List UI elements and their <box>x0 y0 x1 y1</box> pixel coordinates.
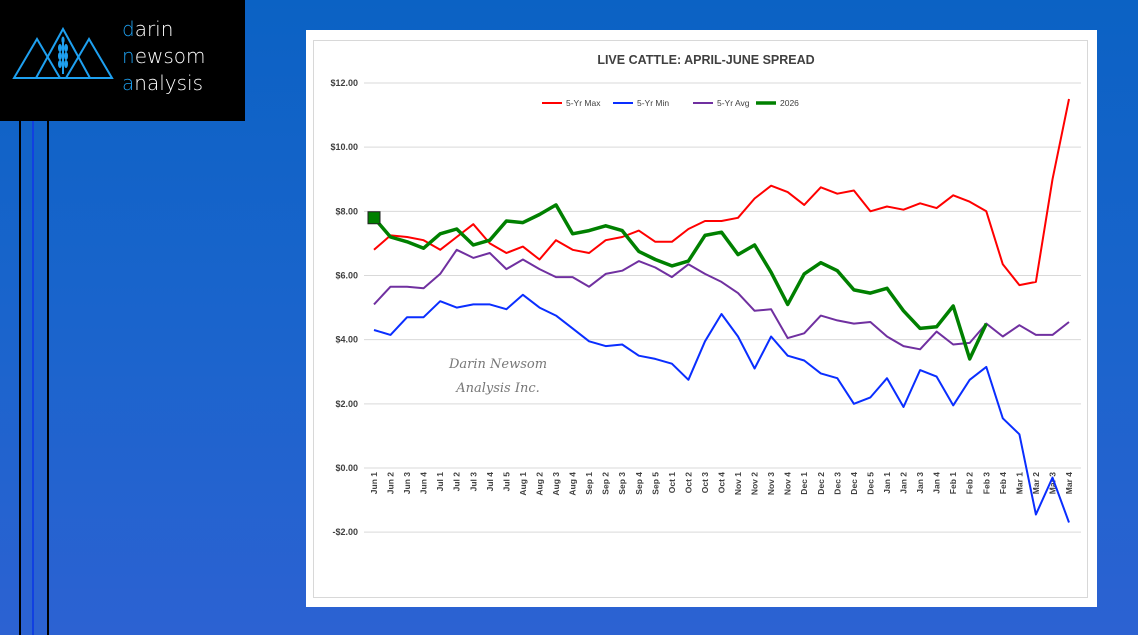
x-tick-label: Jun 4 <box>419 472 429 494</box>
legend-label: 5-Yr Max <box>566 98 601 108</box>
watermark-line: Analysis Inc. <box>455 381 540 396</box>
x-tick-label: Mar 3 <box>1047 472 1057 494</box>
x-tick-label: Sep 1 <box>584 472 594 495</box>
x-tick-label: Oct 2 <box>683 472 693 494</box>
y-tick-label: $6.00 <box>335 271 358 281</box>
logo-letter: n <box>122 44 135 68</box>
line-chart: LIVE CATTLE: APRIL-JUNE SPREAD -$2.00 $0.… <box>330 53 1081 537</box>
logo-text: ew <box>134 44 164 68</box>
x-tick-label: Nov 2 <box>750 472 760 495</box>
x-tick-label: Dec 2 <box>816 472 826 495</box>
x-tick-label: Jan 2 <box>899 472 909 494</box>
series-line-2026 <box>372 203 988 361</box>
legend-label: 5-Yr Avg <box>717 98 750 108</box>
x-tick-label: Jan 1 <box>882 472 892 494</box>
logo-text: nalysis <box>134 71 203 95</box>
series-line-5-yr-avg <box>373 248 1070 351</box>
x-tick-label: Aug 4 <box>568 472 578 496</box>
x-tick-label: Jul 5 <box>501 472 511 492</box>
x-tick-label: Oct 3 <box>700 472 710 494</box>
y-tick-label: $0.00 <box>335 463 358 473</box>
x-tick-label: Jul 2 <box>452 472 462 492</box>
y-tick-label: $10.00 <box>330 142 358 152</box>
x-tick-label: Sep 4 <box>634 472 644 495</box>
x-tick-label: Aug 2 <box>534 472 544 496</box>
x-tick-label: Feb 4 <box>998 472 1008 494</box>
x-tick-label: Feb 2 <box>965 472 975 494</box>
x-tick-label: Jun 1 <box>369 472 379 494</box>
series-line-5-yr-min <box>373 293 1070 523</box>
x-tick-label: Jul 3 <box>468 472 478 492</box>
x-tick-label: Oct 1 <box>667 472 677 494</box>
x-tick-label: Mar 4 <box>1064 472 1074 494</box>
series-line-5-yr-max <box>373 98 1070 287</box>
x-tick-label: Dec 3 <box>832 472 842 495</box>
chart-area <box>313 40 1088 598</box>
watermark-line: Darin Newsom <box>448 357 547 372</box>
company-logo: darin newsom analysis <box>0 0 245 121</box>
x-tick-label: Oct 4 <box>717 472 727 494</box>
x-tick-label: Jul 1 <box>435 472 445 492</box>
x-tick-label: Dec 4 <box>849 472 859 495</box>
x-tick-label: Jul 4 <box>485 472 495 492</box>
chart-card: LIVE CATTLE: APRIL-JUNE SPREAD -$2.00 $0.… <box>306 30 1097 607</box>
decorative-line <box>47 121 49 635</box>
x-tick-label: Nov 4 <box>783 472 793 495</box>
logo-text: arin <box>134 17 174 41</box>
x-tick-label: Sep 5 <box>650 472 660 495</box>
x-tick-label: Feb 3 <box>981 472 991 494</box>
x-tick-label: Aug 3 <box>551 472 561 496</box>
x-tick-label: Sep 3 <box>617 472 627 495</box>
x-tick-label: Dec 1 <box>799 472 809 495</box>
y-tick-label: $2.00 <box>335 399 358 409</box>
x-tick-label: Mar 1 <box>1014 472 1024 494</box>
y-tick-label: $12.00 <box>330 78 358 88</box>
logo-letter: d <box>122 17 135 41</box>
x-tick-label: Jun 2 <box>386 472 396 494</box>
x-tick-label: Dec 5 <box>865 472 875 495</box>
y-tick-label: -$2.00 <box>332 527 358 537</box>
x-tick-label: Jan 3 <box>915 472 925 494</box>
x-tick-label: Aug 1 <box>518 472 528 496</box>
logo-text: som <box>163 44 206 68</box>
x-tick-label: Mar 2 <box>1031 472 1041 494</box>
x-tick-label: Jan 4 <box>932 472 942 494</box>
x-tick-label: Feb 1 <box>948 472 958 494</box>
legend-label: 2026 <box>780 98 799 108</box>
x-tick-label: Nov 3 <box>766 472 776 495</box>
logo-letter: a <box>122 71 135 95</box>
x-tick-label: Nov 1 <box>733 472 743 495</box>
series-marker-2026 <box>367 211 381 225</box>
mountain-wheat-icon <box>12 26 114 79</box>
logo-wordmark: darin newsom analysis <box>122 16 206 97</box>
legend-label: 5-Yr Min <box>637 98 669 108</box>
chart-title: LIVE CATTLE: APRIL-JUNE SPREAD <box>597 53 814 67</box>
y-tick-label: $8.00 <box>335 206 358 216</box>
decorative-line <box>32 121 34 635</box>
x-tick-label: Jun 3 <box>402 472 412 494</box>
x-tick-label: Sep 2 <box>601 472 611 495</box>
decorative-line <box>19 121 21 635</box>
y-tick-label: $4.00 <box>335 335 358 345</box>
